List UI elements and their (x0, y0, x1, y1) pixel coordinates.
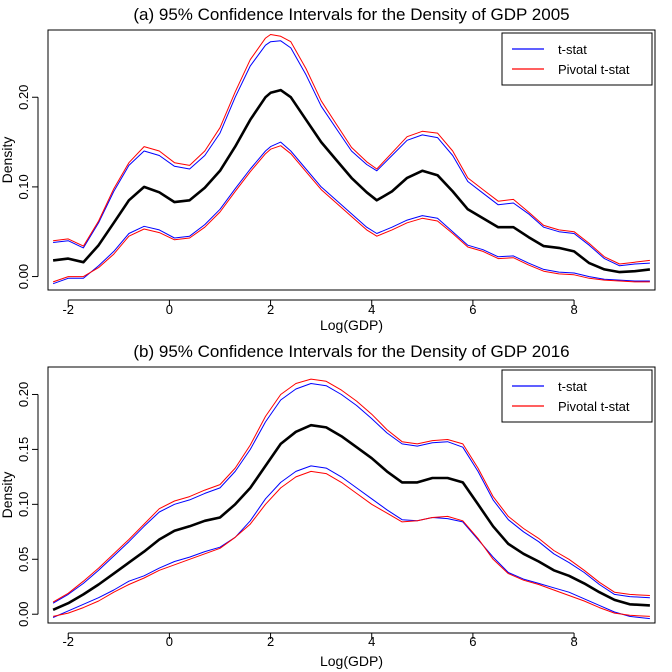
series-line-pivotal-upper (52, 378, 650, 603)
chart-panel-2: (b) 95% Confidence Intervals for the Den… (0, 342, 656, 669)
x-tick-label: 6 (469, 302, 476, 317)
series-line-tstat-upper (53, 40, 650, 267)
y-tick-label: 0.10 (16, 492, 31, 517)
chart-panel-1: (a) 95% Confidence Intervals for the Den… (0, 5, 656, 333)
legend-label: Pivotal t-stat (558, 62, 630, 77)
x-axis-label: Log(GDP) (320, 317, 383, 333)
series-line-pivotal-lower (52, 470, 650, 617)
series-line-estimate (52, 88, 651, 274)
y-axis-label: Density (0, 137, 15, 184)
x-tick-label: 8 (570, 634, 577, 649)
y-tick-label: 0.05 (16, 547, 31, 572)
x-tick-label: 6 (469, 634, 476, 649)
series-line-tstat-lower (52, 141, 650, 285)
legend-box (501, 32, 653, 86)
y-tick-label: 0.00 (16, 602, 31, 627)
series-line-tstat-lower (52, 465, 650, 620)
x-tick-label: -2 (62, 634, 74, 649)
legend: t-stat Pivotal t-stat (501, 32, 653, 86)
legend-label: Pivotal t-stat (558, 399, 630, 414)
x-tick-label: -2 (62, 302, 74, 317)
series-line-estimate (52, 423, 650, 611)
x-tick-label: 2 (267, 634, 274, 649)
x-tick-label: 4 (368, 302, 375, 317)
legend-label: t-stat (558, 42, 587, 57)
plot-frame (47, 366, 656, 624)
x-tick-label: 0 (166, 302, 173, 317)
y-tick-label: 0.20 (16, 382, 31, 407)
legend: t-stat Pivotal t-stat (501, 369, 653, 423)
chart-title: (b) 95% Confidence Intervals for the Den… (133, 342, 569, 361)
legend-label: t-stat (558, 379, 587, 394)
x-tick-label: 0 (166, 634, 173, 649)
x-tick-label: 8 (570, 302, 577, 317)
x-tick-label: 2 (267, 302, 274, 317)
plot-frame (47, 29, 656, 291)
y-axis-label: Density (0, 472, 15, 519)
legend-box (501, 369, 653, 423)
y-tick-label: 0.00 (16, 264, 31, 289)
y-tick-label: 0.15 (16, 437, 31, 462)
y-tick-label: 0.10 (16, 174, 31, 199)
series-line-tstat-upper (52, 383, 650, 604)
series-line-pivotal-upper (53, 34, 650, 265)
chart-title: (a) 95% Confidence Intervals for the Den… (133, 5, 569, 24)
y-tick-label: 0.20 (16, 85, 31, 110)
x-tick-label: 4 (368, 634, 375, 649)
series-line-pivotal-lower (52, 145, 650, 283)
x-axis-label: Log(GDP) (320, 653, 383, 669)
